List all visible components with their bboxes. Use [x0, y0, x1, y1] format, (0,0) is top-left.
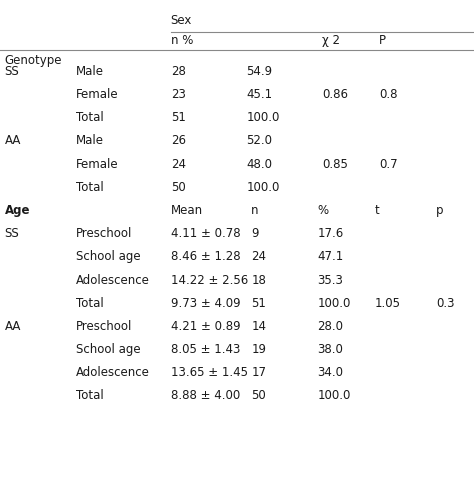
Text: 0.7: 0.7: [379, 158, 398, 171]
Text: 18: 18: [251, 274, 266, 286]
Text: 50: 50: [171, 181, 185, 194]
Text: 26: 26: [171, 135, 186, 147]
Text: Preschool: Preschool: [76, 320, 132, 333]
Text: Total: Total: [76, 111, 104, 124]
Text: t: t: [374, 204, 379, 217]
Text: 0.85: 0.85: [322, 158, 348, 171]
Text: Preschool: Preschool: [76, 227, 132, 240]
Text: 8.46 ± 1.28: 8.46 ± 1.28: [171, 250, 240, 263]
Text: 8.88 ± 4.00: 8.88 ± 4.00: [171, 389, 240, 402]
Text: 0.3: 0.3: [436, 297, 455, 310]
Text: Adolescence: Adolescence: [76, 366, 150, 379]
Text: 9.73 ± 4.09: 9.73 ± 4.09: [171, 297, 240, 310]
Text: 47.1: 47.1: [318, 250, 344, 263]
Text: Adolescence: Adolescence: [76, 274, 150, 286]
Text: Age: Age: [5, 204, 30, 217]
Text: n: n: [251, 204, 259, 217]
Text: 24: 24: [171, 158, 186, 171]
Text: 54.9: 54.9: [246, 65, 273, 78]
Text: 14: 14: [251, 320, 266, 333]
Text: 14.22 ± 2.56: 14.22 ± 2.56: [171, 274, 248, 286]
Text: 38.0: 38.0: [318, 343, 344, 356]
Text: P: P: [379, 34, 386, 47]
Text: Male: Male: [76, 65, 104, 78]
Text: SS: SS: [5, 65, 19, 78]
Text: 35.3: 35.3: [318, 274, 344, 286]
Text: 28: 28: [171, 65, 185, 78]
Text: Total: Total: [76, 181, 104, 194]
Text: 51: 51: [251, 297, 266, 310]
Text: AA: AA: [5, 135, 21, 147]
Text: Male: Male: [76, 135, 104, 147]
Text: %: %: [318, 204, 328, 217]
Text: School age: School age: [76, 250, 140, 263]
Text: 13.65 ± 1.45: 13.65 ± 1.45: [171, 366, 247, 379]
Text: 100.0: 100.0: [318, 297, 351, 310]
Text: 48.0: 48.0: [246, 158, 273, 171]
Text: AA: AA: [5, 320, 21, 333]
Text: 9: 9: [251, 227, 259, 240]
Text: n %: n %: [171, 34, 193, 47]
Text: 0.8: 0.8: [379, 88, 398, 101]
Text: 51: 51: [171, 111, 185, 124]
Text: 19: 19: [251, 343, 266, 356]
Text: Female: Female: [76, 88, 118, 101]
Text: 24: 24: [251, 250, 266, 263]
Text: 8.05 ± 1.43: 8.05 ± 1.43: [171, 343, 240, 356]
Text: χ 2: χ 2: [322, 34, 340, 47]
Text: 23: 23: [171, 88, 185, 101]
Text: Sex: Sex: [171, 14, 192, 27]
Text: 0.86: 0.86: [322, 88, 348, 101]
Text: 4.21 ± 0.89: 4.21 ± 0.89: [171, 320, 240, 333]
Text: 1.05: 1.05: [374, 297, 401, 310]
Text: School age: School age: [76, 343, 140, 356]
Text: 100.0: 100.0: [246, 181, 280, 194]
Text: SS: SS: [5, 227, 19, 240]
Text: 17.6: 17.6: [318, 227, 344, 240]
Text: 4.11 ± 0.78: 4.11 ± 0.78: [171, 227, 240, 240]
Text: 100.0: 100.0: [246, 111, 280, 124]
Text: 50: 50: [251, 389, 266, 402]
Text: Mean: Mean: [171, 204, 203, 217]
Text: 28.0: 28.0: [318, 320, 344, 333]
Text: 100.0: 100.0: [318, 389, 351, 402]
Text: 17: 17: [251, 366, 266, 379]
Text: 52.0: 52.0: [246, 135, 273, 147]
Text: 34.0: 34.0: [318, 366, 344, 379]
Text: Genotype: Genotype: [5, 54, 62, 67]
Text: Total: Total: [76, 389, 104, 402]
Text: p: p: [436, 204, 444, 217]
Text: 45.1: 45.1: [246, 88, 273, 101]
Text: Total: Total: [76, 297, 104, 310]
Text: Female: Female: [76, 158, 118, 171]
